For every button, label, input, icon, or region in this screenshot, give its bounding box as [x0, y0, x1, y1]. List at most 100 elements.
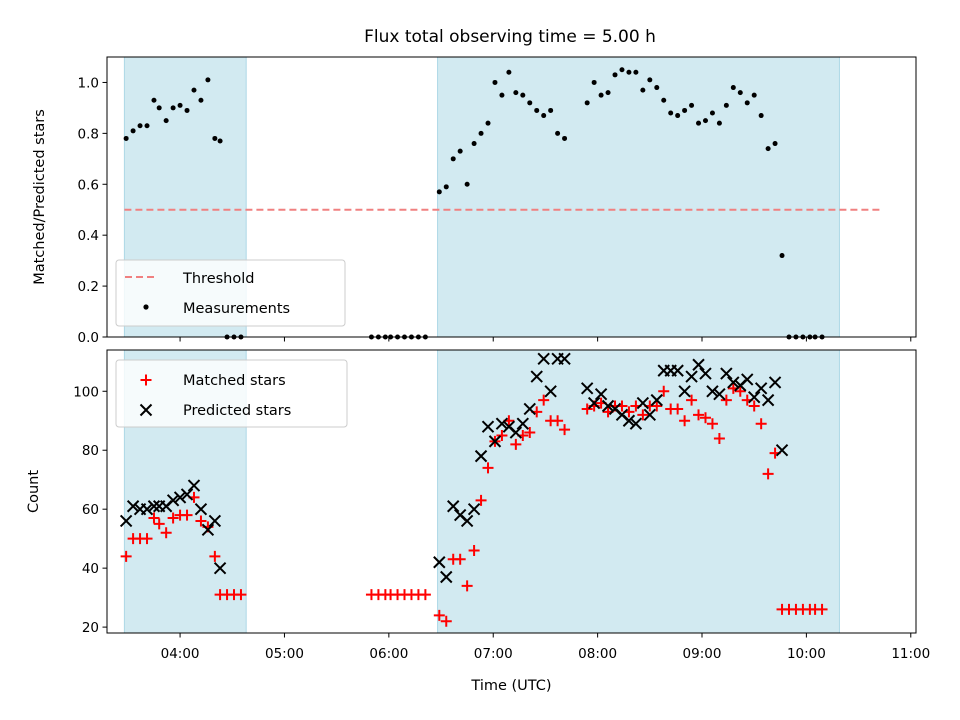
threshold-legend-label: Threshold [182, 271, 254, 287]
predicted-star-point [119, 514, 133, 528]
measurement-point [772, 141, 778, 147]
measurement-point [709, 110, 715, 116]
matched-star-point [148, 512, 160, 524]
predicted-star-point [768, 376, 782, 389]
predicted-legend-marker [139, 403, 153, 417]
measurement-point [478, 130, 484, 136]
matched-star-point [468, 544, 480, 556]
y-tick-label: 0.8 [78, 126, 99, 142]
matched-star-point [713, 432, 725, 444]
measurement-point [598, 92, 604, 98]
y-tick-label: 0.6 [78, 177, 99, 193]
matched-star-point [160, 527, 172, 539]
matched-star-point [454, 553, 466, 565]
predicted-star-point [741, 373, 754, 386]
predicted-star-point [580, 382, 594, 395]
predicted-star-point [699, 367, 712, 380]
matched-star-point [181, 509, 193, 521]
bottom-legend-box [115, 359, 348, 428]
top-y-axis-label: Matched/Predicted stars [32, 109, 48, 285]
predicted-star-point [126, 500, 140, 513]
shaded-interval [437, 350, 840, 633]
measurement-point [682, 107, 688, 113]
measurement-point [696, 120, 702, 126]
matched-star-point [141, 533, 153, 545]
measurement-point [520, 92, 526, 98]
matched-star-point [510, 438, 522, 450]
predicted-star-point [643, 408, 657, 422]
matched-star-point [686, 394, 698, 406]
measurement-point [723, 102, 729, 108]
measurements-legend-label: Measurements [183, 301, 290, 317]
measurement-point [217, 138, 223, 144]
measurement-point [492, 79, 498, 85]
measurement-point [151, 97, 157, 103]
top-y-ticks: 0.0 0.2 0.4 0.6 0.8 1.0 [78, 75, 107, 346]
predicted-star-point [140, 502, 154, 516]
measurement-point [605, 90, 611, 96]
measurement-point [191, 87, 197, 93]
matched-legend-label: Matched stars [183, 373, 286, 389]
top-shaded-intervals [123, 57, 840, 337]
top-axes-frame [106, 56, 917, 338]
matched-star-point [679, 415, 691, 427]
x-tick-label: 04:00 [161, 646, 200, 662]
predicted-star-point [180, 488, 194, 501]
measurement-point [130, 128, 136, 134]
measurement-point [471, 141, 477, 147]
measurement-point [702, 118, 708, 124]
predicted-star-point [775, 444, 789, 457]
predicted-star-point [747, 390, 761, 404]
bottom-x-ticks: 04:00 05:00 06:00 07:00 08:00 09:00 10:00 11:00 [161, 633, 930, 662]
predicted-star-point [173, 491, 187, 504]
measurement-point [562, 135, 568, 141]
top-x-ticks [179, 337, 912, 342]
matched-star-point [195, 515, 207, 527]
measurements-legend-swatch [143, 304, 149, 310]
measurement-point [612, 72, 618, 78]
x-tick-label: 09:00 [683, 646, 722, 662]
measurement-point [779, 253, 785, 259]
measurement-point [737, 90, 743, 96]
predicted-star-point [166, 494, 180, 507]
predicted-star-point [187, 479, 201, 492]
measurement-point [170, 105, 176, 111]
matched-star-point [120, 550, 132, 562]
measurement-point [450, 156, 456, 162]
matched-star-point [816, 603, 828, 615]
measurement-point [443, 184, 449, 190]
measurement-point [744, 100, 750, 106]
predicted-star-point [678, 385, 691, 398]
matched-star-point [658, 385, 670, 397]
bottom-legend: Matched stars Predicted stars [115, 359, 348, 428]
measurement-point [661, 97, 667, 103]
predicted-star-point [201, 523, 215, 537]
matched-star-point [153, 518, 165, 530]
y-tick-label: 1.0 [78, 75, 99, 91]
measurement-point [640, 87, 646, 93]
top-panel: 0.0 0.2 0.4 0.6 0.8 1.0 Matched/Predicted sta… [32, 56, 917, 346]
predicted-star-point [727, 376, 740, 389]
matched-legend-marker [140, 374, 152, 386]
measurement-point [548, 107, 554, 113]
matched-star-point [475, 494, 487, 506]
measurement-point [177, 102, 183, 108]
measurement-point [137, 123, 143, 129]
y-tick-label: 0.2 [78, 279, 99, 295]
matched-star-point [419, 589, 431, 601]
matched-star-point [755, 418, 767, 430]
measurement-point [156, 105, 162, 111]
y-tick-label: 0.0 [78, 330, 99, 346]
measurement-point [144, 123, 150, 129]
shaded-interval [437, 57, 840, 337]
measurement-point [457, 148, 463, 154]
matched-star-point [748, 400, 760, 412]
measurement-point [163, 118, 169, 124]
measurement-point [668, 110, 674, 116]
matched-star-point [235, 589, 247, 601]
matched-star-point [461, 580, 473, 592]
measurement-point [506, 69, 512, 75]
measurement-point [555, 130, 561, 136]
matched-star-point [482, 462, 494, 474]
